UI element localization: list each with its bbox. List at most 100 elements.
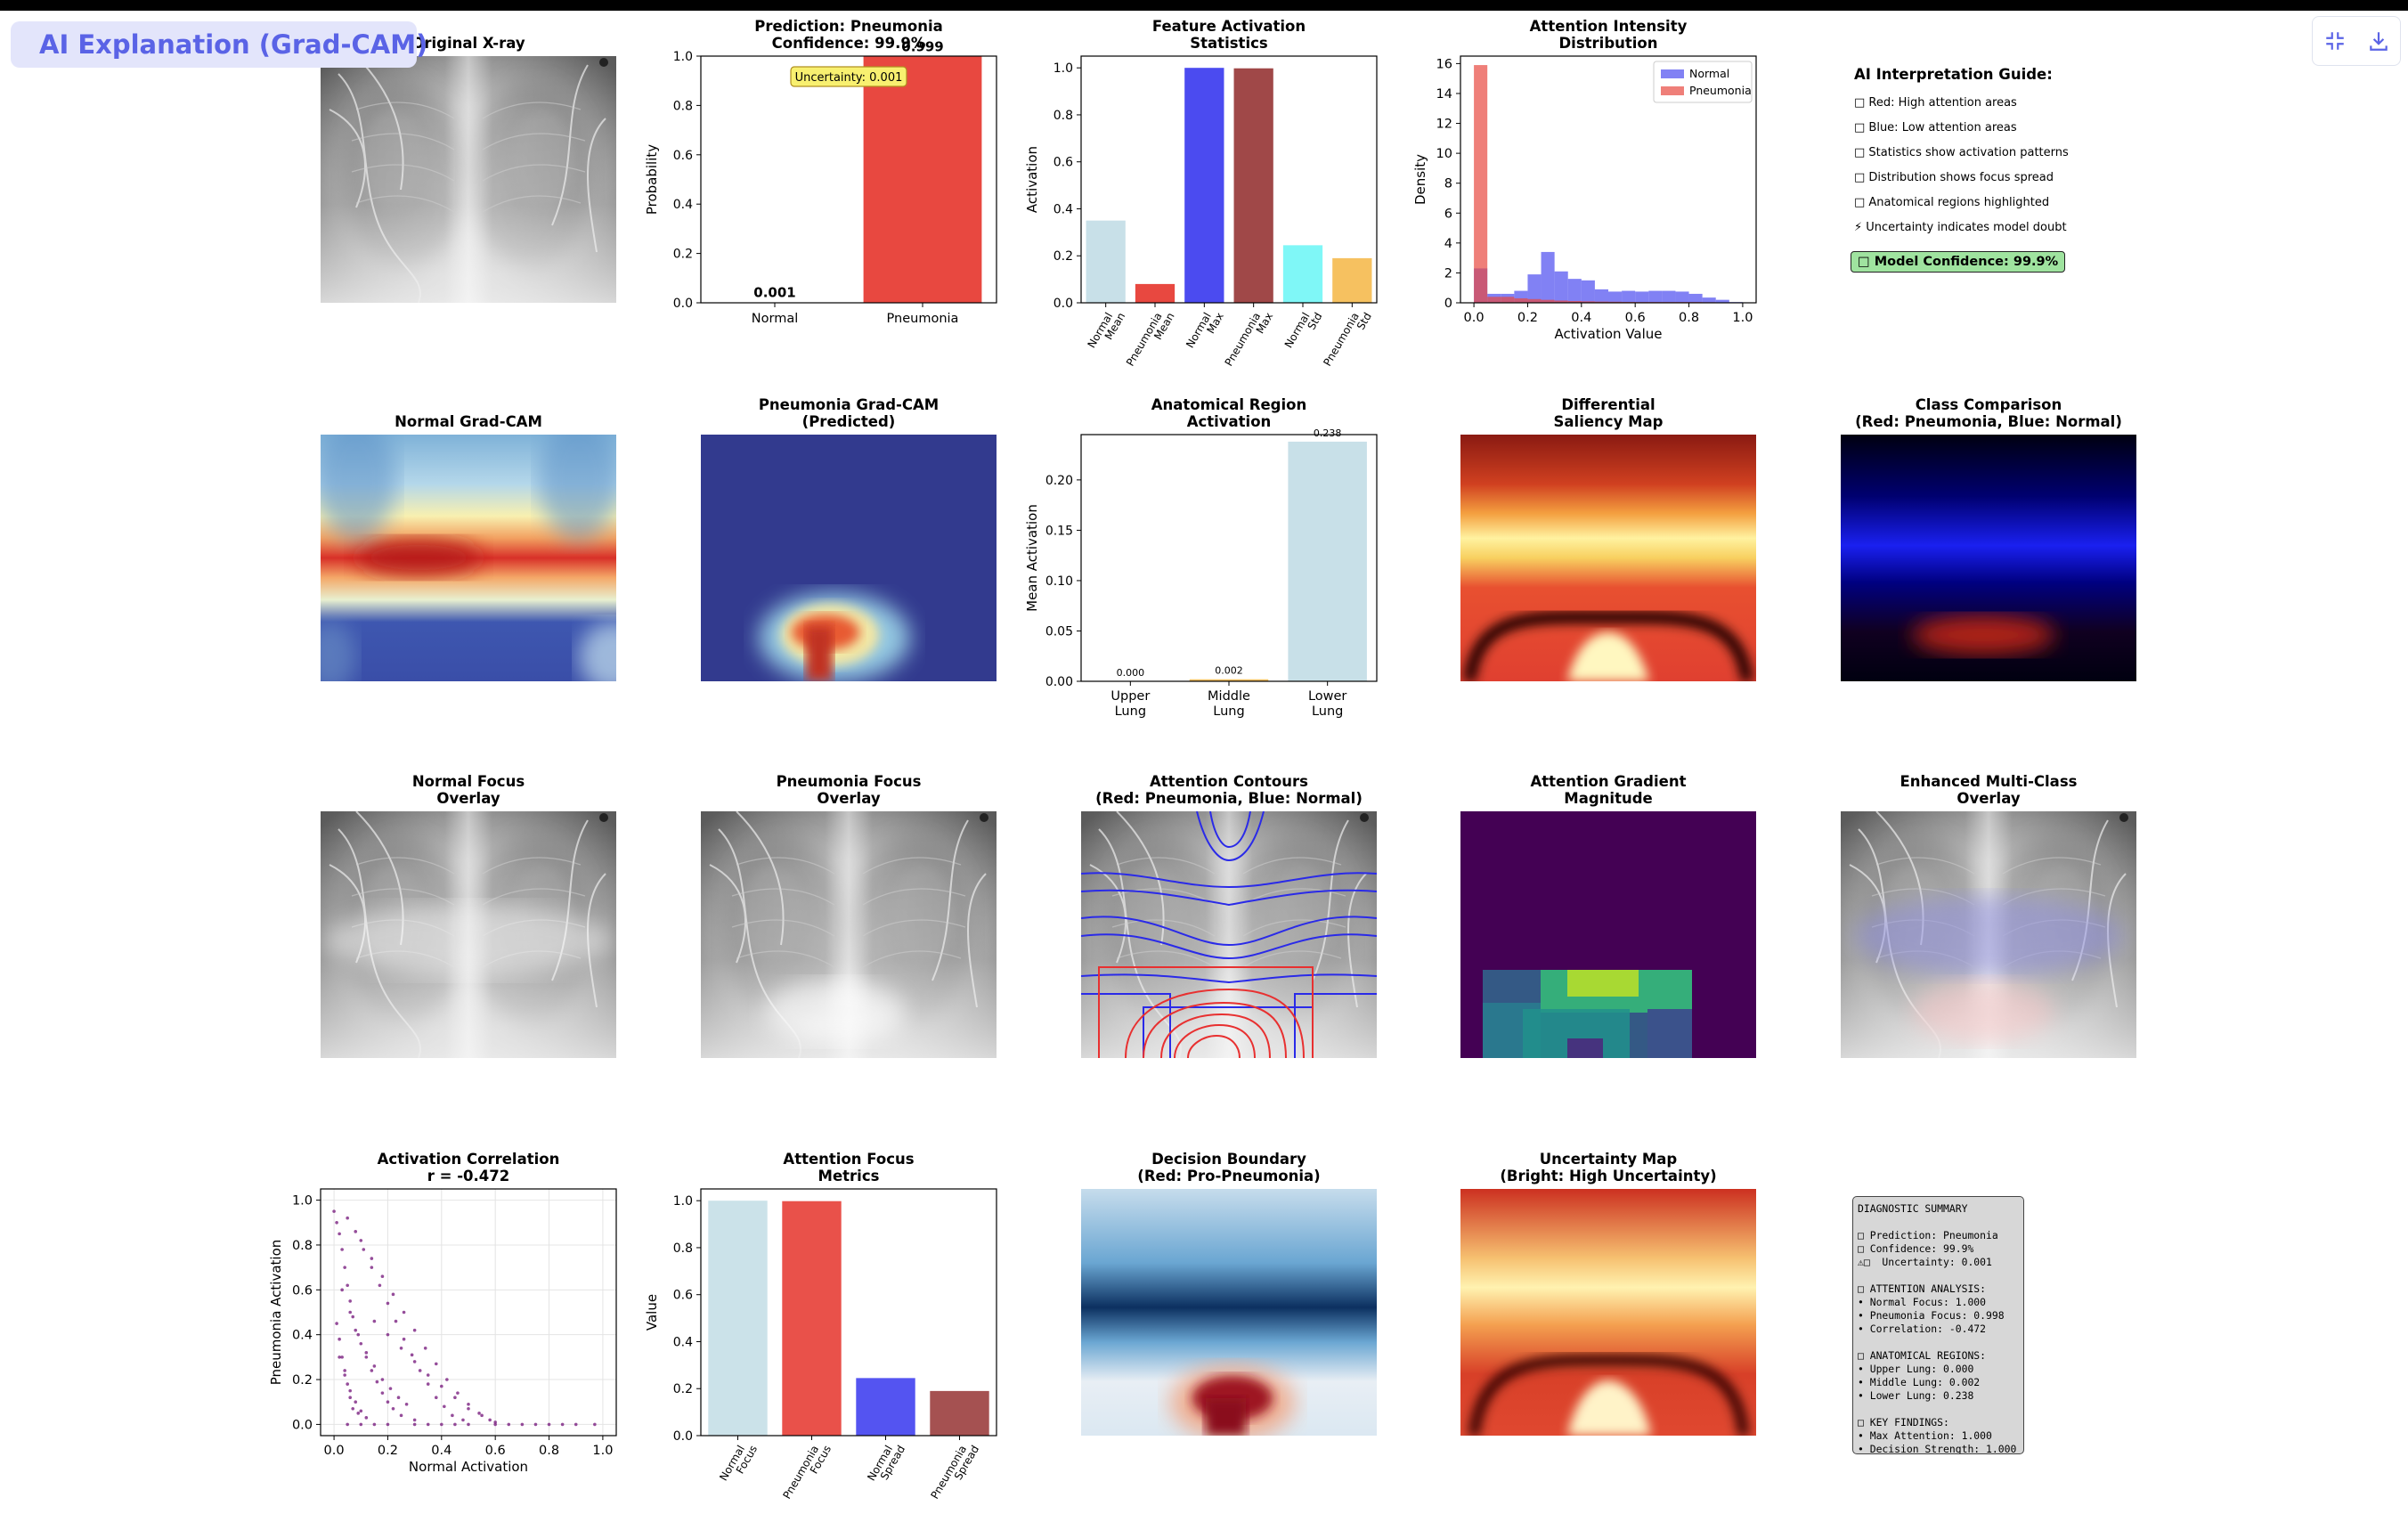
scatter-point [593,1422,597,1427]
y-tick-label: 0.6 [1054,156,1073,170]
normal-contour [1081,889,1377,907]
grad-region [1567,970,1639,997]
scatter-point [335,1322,338,1325]
hist-bar [1594,289,1608,303]
hist-bar [1474,65,1488,303]
x-tick-label: 0.6 [1625,311,1646,325]
model-confidence-badge: □ Model Confidence: 99.9% [1851,251,2066,273]
normal-overlay-image [321,811,616,1058]
bar-1 [782,1201,842,1436]
y-tick-label: 0.4 [673,198,693,212]
scatter-point [440,1384,443,1388]
hist-bar [1594,301,1608,303]
y-tick-label: 0.05 [1045,624,1073,639]
hotspot [806,626,833,681]
y-tick-label: 1.0 [292,1194,313,1209]
y-tick-label: 0.00 [1045,675,1073,689]
exit-fullscreen-icon[interactable] [2323,29,2347,53]
guide-line: □ Statistics show activation patterns [1854,146,2069,159]
gradient-title: Attention Gradient [1531,773,1687,790]
bar-0 [1086,220,1126,303]
pneumonia-gradcam-image [701,435,997,681]
uncertainty-map-image [1460,1189,1756,1436]
normal-overlay-title: Normal Focus [412,773,525,790]
pneumonia-contour [1174,1023,1256,1058]
y-tick-label: 10 [1436,147,1452,161]
y-tick-label: 0.0 [1054,297,1073,311]
hist-bar [1675,291,1689,303]
y-axis-label: Value [644,1294,660,1331]
x-tick-label: Pneumonia [887,312,959,326]
x-tick-label: 1.0 [592,1444,613,1458]
bar-3 [1233,68,1273,304]
pneumonia-contour [1098,966,1314,1058]
scatter-point [493,1420,497,1424]
scatter-point [388,1387,393,1390]
scatter-point [399,1346,403,1350]
download-icon[interactable] [2367,29,2390,53]
y-tick-label: 0.2 [673,248,693,262]
x-tick-label: Lung [1115,704,1146,719]
scatter-point [332,1209,336,1213]
contours-content [1081,811,1377,1058]
scatter-point [380,1378,385,1381]
scatter-point [340,1248,344,1251]
multiclass-content [1841,811,2136,1058]
x-tick-label: 0.0 [1464,311,1485,325]
scatter-point [440,1422,443,1427]
scatter-point [372,1364,377,1368]
bar-2 [1288,441,1367,681]
uncertainty-annotation: Uncertainty: 0.001 [795,71,903,85]
scatter-point [412,1360,417,1363]
y-tick-label: 0.6 [673,1289,693,1303]
xray-title: Original X-ray [411,35,525,52]
x-tick-label: 0.4 [431,1444,452,1458]
guide-line: □ Distribution shows focus spread [1854,171,2054,184]
hist-bar [1554,300,1568,303]
pro-pneumonia-core [1206,1398,1246,1436]
app-title-badge[interactable]: AI Explanation (Grad-CAM) [11,21,427,68]
x-tick-label: 0.8 [1679,311,1699,325]
class-comparison-image [1841,435,2136,681]
contours-title: Attention Contours [1150,773,1308,790]
plot-frame [700,55,997,304]
x-tick-label: Lung [1312,704,1343,719]
bar-5 [1332,257,1372,303]
x-tick-label: Pneumonia [1321,311,1362,369]
normal-overlay-title: Overlay [436,790,500,807]
x-tick-label: 0.6 [485,1444,506,1458]
correlation-title: Activation Correlation [378,1151,560,1168]
scatter-point [445,1378,449,1381]
guide-line: ⚡ Uncertainty indicates model doubt [1854,221,2067,234]
legend-label: Normal [1689,67,1729,80]
cool-spot [579,622,616,681]
scatter-point [443,1404,446,1409]
x-axis-label: Normal Activation [409,1459,528,1475]
normal-gradcam-title: Normal Grad-CAM [395,413,542,430]
legend-swatch [1661,86,1684,95]
bar-1 [1135,283,1176,303]
pneumonia-overlay-title: Pneumonia Focus [777,773,922,790]
x-tick-label: Std [1305,311,1324,332]
bar-2 [1184,68,1224,303]
scatter-point [493,1422,497,1427]
hist-bar [1635,291,1649,303]
value-label: 0.002 [1215,665,1243,677]
scatter-point [467,1422,470,1427]
app-title: AI Explanation (Grad-CAM) [39,29,428,60]
scatter-point [356,1332,361,1337]
scatter-point [467,1406,470,1411]
y-tick-label: 0.8 [1054,109,1073,123]
correlation-chart: 0.0 0.2 0.4 0.6 0.8 1.0 0.0 0.2 0.4 0.6 0.8 1.0 Norm… [268,1151,617,1475]
diff-saliency-content [1460,435,1756,681]
x-tick-label: Lower [1308,689,1346,704]
hist-bar [1501,297,1515,303]
scatter-point [338,1232,341,1236]
hist-bar [1541,251,1555,303]
scatter-point [375,1380,379,1384]
prediction-title: Confidence: 99.9% [772,35,926,52]
scatter-point [348,1299,353,1303]
normal-contour [1081,973,1377,984]
